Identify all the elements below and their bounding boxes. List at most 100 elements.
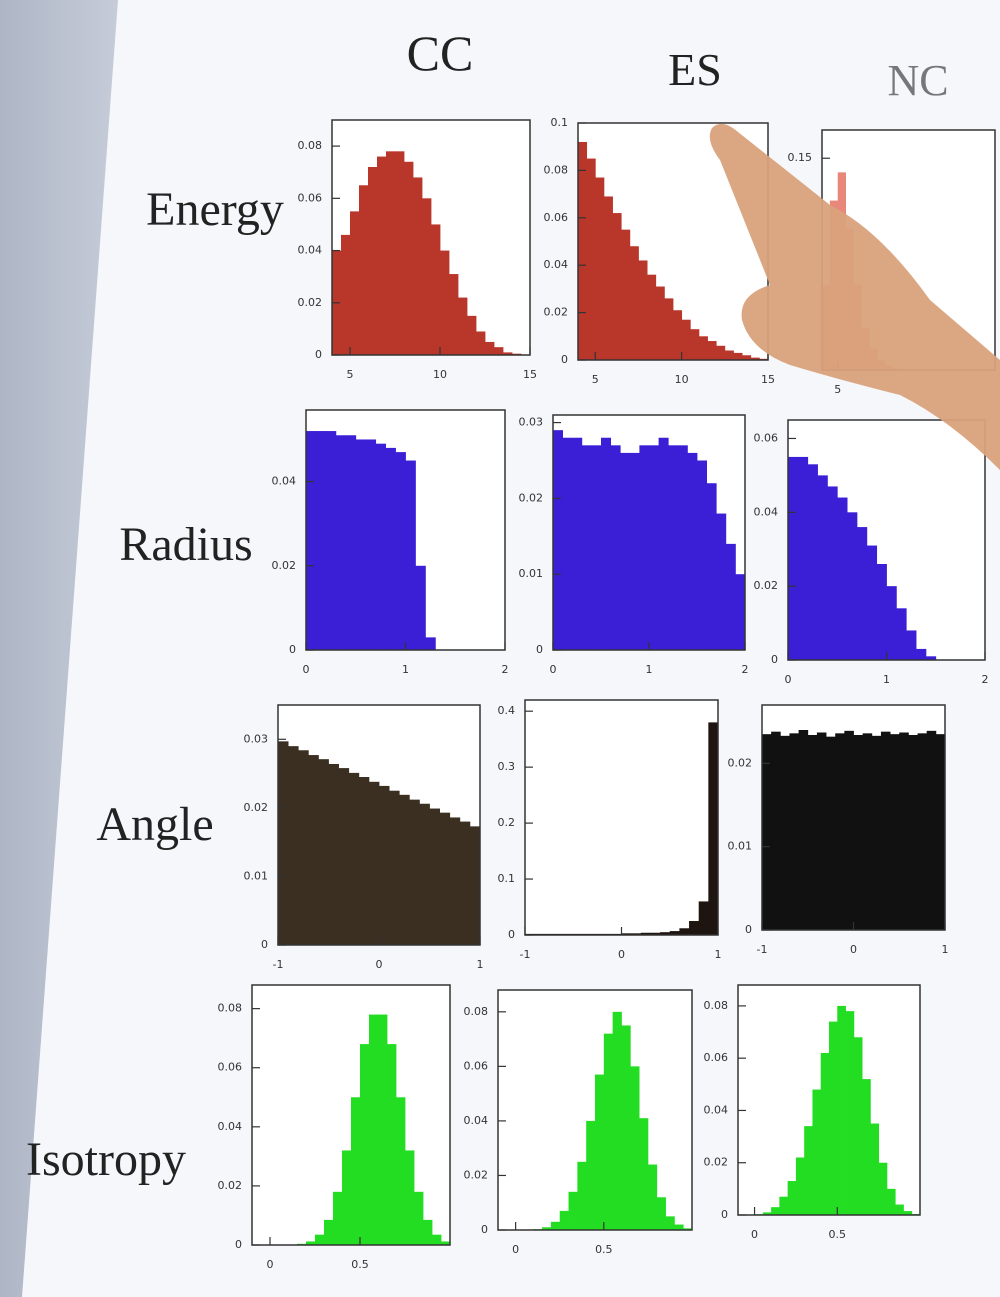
y-tick-label: 0.04 (754, 505, 779, 518)
histogram-bar (595, 178, 604, 360)
y-tick-label: 0.02 (298, 296, 323, 309)
histogram-bar (379, 786, 390, 945)
histogram-bar (716, 346, 725, 360)
x-tick-label: 0 (751, 1228, 758, 1241)
x-tick-label: 1 (402, 663, 409, 676)
histogram-bar (733, 353, 742, 360)
histogram-bar (326, 431, 336, 650)
histogram-bar (877, 564, 887, 660)
y-tick-label: 0.02 (754, 579, 779, 592)
x-tick-label: 5 (347, 368, 354, 381)
histogram-bar (846, 1011, 855, 1215)
x-tick-label: 0.5 (351, 1258, 369, 1271)
histogram-bar (298, 750, 309, 945)
histogram-bar (716, 514, 726, 650)
y-tick-label: 0.1 (498, 872, 516, 885)
histogram-bar (324, 1220, 333, 1245)
histogram-bar (414, 1192, 423, 1245)
y-tick-label: 0.06 (544, 211, 569, 224)
histogram-bar (485, 342, 494, 355)
histogram-bar (707, 483, 717, 650)
histogram-bar (818, 475, 828, 660)
histogram-bar (656, 287, 665, 360)
histogram-bar (318, 759, 329, 945)
histogram-bar (630, 453, 640, 650)
histogram-bar (918, 733, 928, 930)
y-tick-label: 0.15 (788, 151, 813, 164)
histogram-bar (432, 1235, 441, 1245)
histogram-bar (449, 274, 458, 355)
histogram-bar (899, 733, 909, 931)
histogram-bar (895, 1205, 904, 1215)
histogram-bar (577, 1162, 586, 1230)
histogram-bar (368, 167, 377, 355)
histogram-bar (890, 734, 900, 930)
y-tick-label: 0.03 (244, 732, 269, 745)
y-tick-label: 0.1 (551, 116, 569, 129)
y-tick-label: 0.02 (244, 801, 269, 814)
x-tick-label: 0 (267, 1258, 274, 1271)
histogram-bar (470, 826, 481, 945)
histogram-bar (560, 1211, 569, 1230)
histogram-bar (339, 768, 350, 945)
histogram-bar (771, 732, 781, 930)
histogram-bar (630, 246, 639, 360)
histogram-bar (881, 732, 891, 930)
y-tick-label: 0 (508, 928, 515, 941)
histogram-bar (351, 1097, 360, 1245)
histogram-bar (396, 452, 406, 650)
histogram-bar (431, 224, 440, 355)
histogram-bar (808, 464, 818, 660)
histogram-bar (649, 445, 659, 650)
x-tick-label: 1 (646, 663, 653, 676)
histogram-bar (780, 736, 790, 930)
histogram-bar (887, 1189, 896, 1215)
histogram-bar (604, 1034, 613, 1230)
histogram-bar (386, 448, 396, 650)
histogram-bar (788, 457, 798, 660)
histogram-bar (553, 430, 563, 650)
histogram-bar (647, 275, 656, 360)
histogram-bar (419, 804, 430, 945)
histogram-bar (690, 329, 699, 360)
histogram-bar (725, 351, 734, 360)
y-tick-label: 0.04 (218, 1120, 243, 1133)
histogram-bar (601, 438, 611, 650)
histogram-bar (582, 445, 592, 650)
y-tick-label: 0.08 (464, 1005, 489, 1018)
histogram-bar (413, 177, 422, 355)
histogram-bar (827, 486, 837, 660)
histogram-bar (620, 453, 630, 650)
x-tick-label: 15 (761, 373, 775, 386)
x-tick-label: 10 (675, 373, 689, 386)
histogram-bar (639, 445, 649, 650)
histogram-bar (798, 457, 808, 660)
histogram-bar (870, 1124, 879, 1215)
histogram-bar (812, 1090, 821, 1215)
histogram-bar (342, 1150, 351, 1245)
histogram-bar (779, 1197, 788, 1215)
histogram-bar (837, 1006, 846, 1215)
histogram-bar (826, 737, 836, 930)
histogram-bar (896, 608, 906, 660)
y-tick-label: 0 (536, 643, 543, 656)
histogram-bar (621, 230, 630, 360)
histogram-bar (563, 438, 573, 650)
y-tick-label: 0 (771, 653, 778, 666)
x-tick-label: 0.5 (595, 1243, 613, 1256)
y-tick-label: 0.06 (704, 1051, 729, 1064)
histogram-bar (830, 201, 838, 370)
histogram-bar (906, 630, 916, 660)
histogram-bar (863, 733, 873, 930)
histogram-bar (404, 162, 413, 355)
y-tick-label: 0.02 (728, 756, 753, 769)
x-tick-label: 2 (502, 663, 509, 676)
histogram-bar (854, 735, 864, 930)
histogram-bar (916, 649, 926, 660)
histogram-bar (278, 741, 289, 945)
row-title: Isotropy (26, 1133, 186, 1186)
histogram-bar (682, 320, 691, 360)
histogram-bar (395, 151, 404, 355)
histogram-bar (844, 731, 854, 930)
histogram-bar (699, 336, 708, 360)
